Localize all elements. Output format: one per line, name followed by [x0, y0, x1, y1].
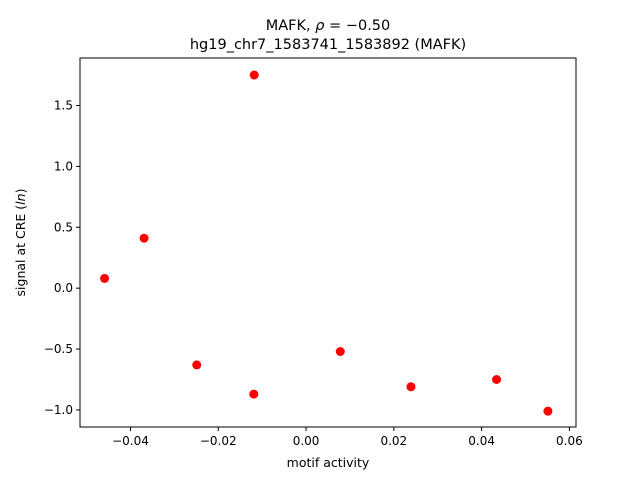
chart-title-line1: MAFK, ρ = −0.50 [266, 18, 391, 34]
chart-title-prefix: MAFK, [266, 18, 316, 34]
x-tick-label: 0.06 [556, 434, 583, 448]
x-axis-label: motif activity [287, 455, 370, 470]
data-point [543, 406, 553, 416]
chart-title-suffix: = −0.50 [324, 18, 390, 34]
y-tick-label: −1.0 [44, 403, 73, 417]
x-tick-label: 0.02 [380, 434, 407, 448]
chart-title-rho: ρ [315, 18, 325, 34]
data-point [192, 360, 202, 370]
y-tick-label: −0.5 [44, 342, 73, 356]
y-tick-label: 0.5 [54, 220, 73, 234]
plot-area-frame [79, 57, 577, 428]
data-point [249, 70, 259, 80]
data-point [492, 375, 502, 385]
y-axis-label-italic: ln [13, 193, 28, 204]
x-tick-label: −0.04 [112, 434, 149, 448]
x-tick-label: 0.04 [468, 434, 495, 448]
y-tick-label: 0.0 [54, 281, 73, 295]
data-point [249, 389, 259, 399]
data-point [406, 382, 416, 392]
y-axis-label-suffix: ) [13, 189, 28, 194]
y-tick-label: 1.5 [54, 98, 73, 112]
data-point [335, 346, 345, 356]
y-axis-label: signal at CRE (ln) [13, 189, 28, 297]
x-tick-label: 0.00 [293, 434, 320, 448]
chart-title-line2: hg19_chr7_1583741_1583892 (MAFK) [190, 37, 466, 53]
y-axis-label-prefix: signal at CRE ( [13, 205, 28, 297]
y-tick-label: 1.0 [54, 159, 73, 173]
data-point [100, 273, 110, 283]
x-tick-label: −0.02 [200, 434, 237, 448]
data-point [139, 233, 149, 243]
